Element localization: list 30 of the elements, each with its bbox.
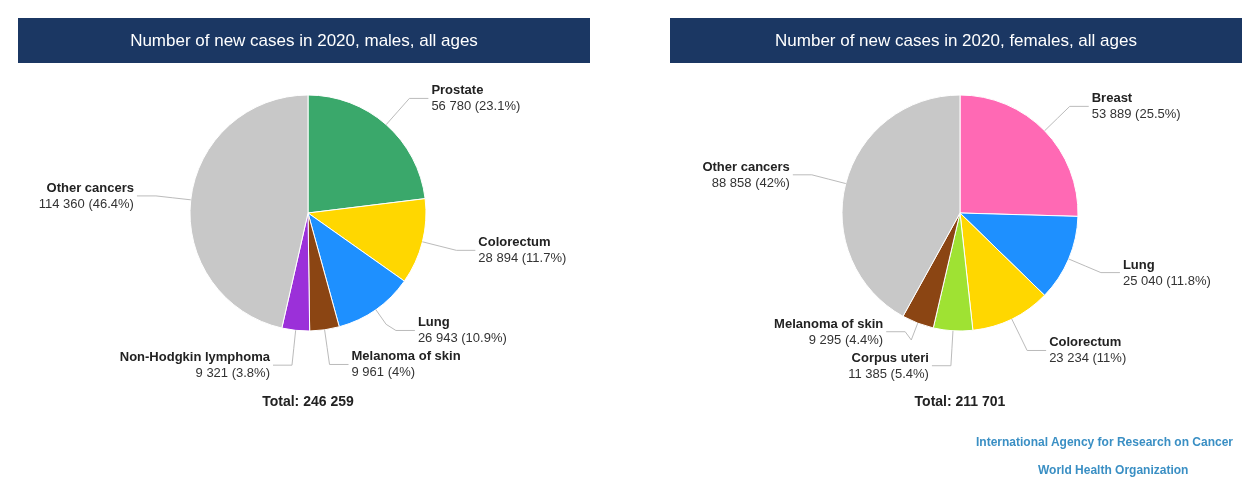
chart-title: Number of new cases in 2020, males, all ages bbox=[130, 31, 478, 50]
data-label: 26 943 (10.9%) bbox=[417, 330, 507, 346]
data-label: 28 894 (11.7%) bbox=[478, 250, 567, 266]
data-label: 11 385 (5.4%) bbox=[848, 365, 929, 381]
slice-label: Lung bbox=[417, 314, 450, 330]
slice-label: Non-Hodgkin lymphoma bbox=[119, 349, 271, 365]
slice-label: Lung bbox=[1122, 256, 1155, 272]
slice-label: Other cancers bbox=[46, 179, 134, 195]
text: World Health Organization bbox=[1038, 463, 1189, 477]
chart-title: Number of new cases in 2020, females, all ages bbox=[775, 31, 1137, 50]
slice-label: Colorectum bbox=[478, 234, 551, 250]
data-label: 88 858 (42%) bbox=[711, 174, 790, 190]
data-label: 9 321 (3.8%) bbox=[195, 365, 270, 381]
data-label: 23 234 (11%) bbox=[1049, 350, 1127, 366]
slice-label: Melanoma of skin bbox=[774, 315, 884, 331]
slice-label: Colorectum bbox=[1049, 334, 1122, 350]
data-label: 114 360 (46.4%) bbox=[38, 195, 134, 211]
slice-label: Melanoma of skin bbox=[351, 348, 461, 364]
slice-label: Corpus uteri bbox=[851, 349, 929, 365]
text: Total: 246 259 bbox=[262, 393, 354, 409]
slice-label: Other cancers bbox=[702, 158, 790, 174]
slice-label: Breast bbox=[1091, 90, 1133, 106]
data-label: 9 295 (4.4%) bbox=[808, 331, 884, 347]
text: International Agency for Research on Cancer bbox=[976, 435, 1234, 449]
data-label: 9 961 (4%) bbox=[351, 364, 416, 380]
slice-label: Prostate bbox=[431, 82, 484, 98]
data-label: 25 040 (11.8%) bbox=[1122, 272, 1211, 288]
data-label: 53 889 (25.5%) bbox=[1091, 106, 1181, 122]
data-label: 56 780 (23.1%) bbox=[431, 98, 521, 114]
text: Total: 211 701 bbox=[914, 393, 1006, 409]
